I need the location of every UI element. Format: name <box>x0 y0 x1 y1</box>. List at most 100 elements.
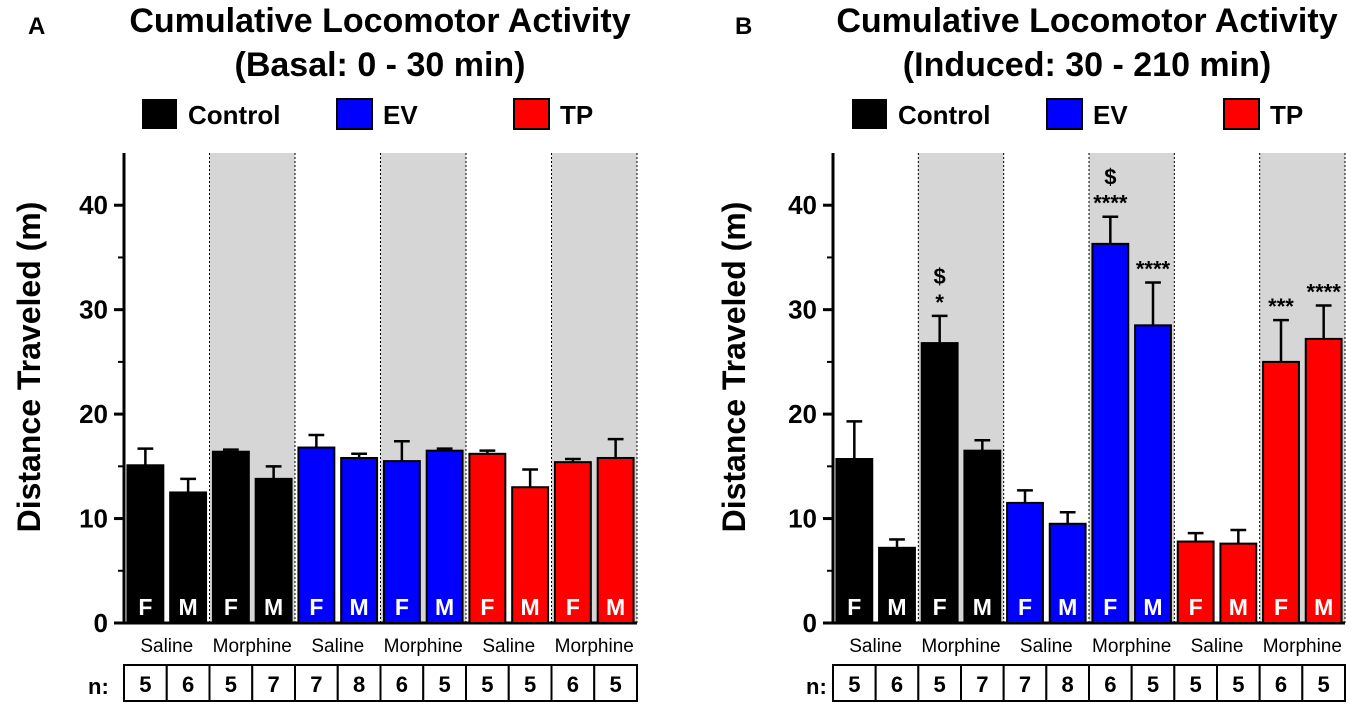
group-label: Morphine <box>1263 636 1342 657</box>
n-value: 5 <box>225 672 237 697</box>
y-tick-label: 40 <box>79 190 108 220</box>
group-label: Morphine <box>213 636 292 657</box>
y-tick-label: 0 <box>94 608 108 638</box>
n-value: 7 <box>310 672 322 697</box>
bar <box>1304 337 1343 624</box>
n-value: 5 <box>848 672 860 697</box>
bar-sex-label: M <box>1229 594 1248 620</box>
panel-a-n-label: n: <box>88 674 109 699</box>
bar-sex-label: F <box>480 594 494 620</box>
legend-label-ev: EV <box>1093 100 1128 130</box>
significance-annotation: **** <box>1093 191 1128 216</box>
legend-swatch-control <box>852 99 887 129</box>
group-label: Morphine <box>1092 636 1171 657</box>
bar-sex-label: F <box>138 594 152 620</box>
y-tick-label: 40 <box>788 190 817 220</box>
n-table-cell <box>593 664 638 702</box>
bar-sex-label: M <box>435 594 454 620</box>
n-value: 5 <box>439 672 451 697</box>
n-table-cell <box>1258 664 1304 702</box>
bar <box>596 456 635 624</box>
legend-label-control: Control <box>188 100 280 130</box>
panel-letter-b: B <box>735 13 752 40</box>
n-table-cell <box>550 664 596 702</box>
bar-sex-label: F <box>1103 594 1117 620</box>
legend-label-tp: TP <box>560 100 593 130</box>
y-tick-label: 30 <box>79 295 108 325</box>
n-value: 7 <box>1019 672 1031 697</box>
bar <box>963 449 1002 624</box>
bar <box>1176 540 1215 624</box>
bar <box>511 486 550 624</box>
n-table-cell <box>251 664 296 702</box>
bar-sex-label: F <box>933 594 947 620</box>
bar-sex-label: F <box>847 594 861 620</box>
n-table-cell <box>507 664 553 702</box>
bar <box>340 456 379 624</box>
panel-b-y-axis: Distance Traveled (m) 0 10 20 30 40 <box>716 153 1345 638</box>
bar <box>553 461 592 624</box>
bar-sex-label: M <box>887 594 906 620</box>
n-table-cell <box>1002 664 1048 702</box>
n-value: 8 <box>1062 672 1074 697</box>
n-table-cell <box>960 664 1005 702</box>
legend-label-tp: TP <box>1270 100 1303 130</box>
panel-a-group-labels: Saline Morphine Saline Morphine Saline Morphi… <box>140 636 634 657</box>
bar-sex-label: F <box>395 594 409 620</box>
bar <box>425 449 464 624</box>
n-table-cell <box>294 664 339 702</box>
legend-swatch-ev <box>1046 98 1083 130</box>
n-value: 6 <box>891 672 903 697</box>
n-value: 5 <box>1318 672 1330 697</box>
bar-sex-label: F <box>566 594 580 620</box>
legend-swatch-control <box>142 99 177 129</box>
panel-b-title-line1: Cumulative Locomotor Activity <box>836 2 1337 40</box>
group-label: Saline <box>140 636 193 657</box>
bar-sex-label: M <box>264 594 283 620</box>
panel-a-y-axis-label: Distance Traveled (m) <box>11 202 47 533</box>
significance-annotation: * <box>935 290 944 315</box>
panel-b: B Cumulative Locomotor Activity (Induced… <box>716 2 1347 702</box>
group-label: Morphine <box>384 636 463 657</box>
bar-sex-label: F <box>224 594 238 620</box>
bar <box>297 446 336 624</box>
n-value: 6 <box>182 672 194 697</box>
bar <box>920 342 959 624</box>
bar <box>254 477 293 624</box>
panel-letter-a: A <box>28 13 45 40</box>
bar-sex-label: M <box>1314 594 1333 620</box>
bar <box>126 464 165 624</box>
n-value: 5 <box>610 672 622 697</box>
y-tick-label: 20 <box>788 399 817 429</box>
panel-a-legend: Control EV TP <box>142 98 593 130</box>
bar-sex-label: F <box>1189 594 1203 620</box>
bar <box>1262 360 1300 624</box>
n-table-cell <box>422 664 467 702</box>
bar <box>211 450 250 625</box>
n-value: 5 <box>139 672 151 697</box>
n-value: 6 <box>1104 672 1116 697</box>
panel-a-title-line1: Cumulative Locomotor Activity <box>129 2 630 40</box>
n-table-cell <box>1045 664 1091 702</box>
y-tick-label: 10 <box>79 504 108 534</box>
group-label: Morphine <box>921 636 1000 657</box>
n-table-cell <box>917 664 962 702</box>
bar-sex-label: M <box>1058 594 1077 620</box>
bar-sex-label: M <box>521 594 540 620</box>
panel-a: A Cumulative Locomotor Activity (Basal: … <box>11 2 638 702</box>
group-label: Saline <box>482 636 535 657</box>
n-value: 8 <box>353 672 365 697</box>
n-value: 5 <box>1190 672 1202 697</box>
n-value: 7 <box>268 672 280 697</box>
panel-b-legend: Control EV TP <box>852 98 1303 130</box>
panel-a-shaded-regions <box>209 153 638 623</box>
n-table-cell <box>874 664 920 702</box>
bar <box>1091 242 1130 624</box>
group-label: Saline <box>1020 636 1073 657</box>
panel-a-n-table: n: 5 6 5 7 7 8 6 5 5 5 6 5 <box>88 664 638 702</box>
bar-sex-label: M <box>350 594 369 620</box>
significance-annotation: $ <box>1104 165 1116 190</box>
n-table-cell <box>1173 664 1219 702</box>
panel-b-title-line2: (Induced: 30 - 210 min) <box>903 46 1271 84</box>
